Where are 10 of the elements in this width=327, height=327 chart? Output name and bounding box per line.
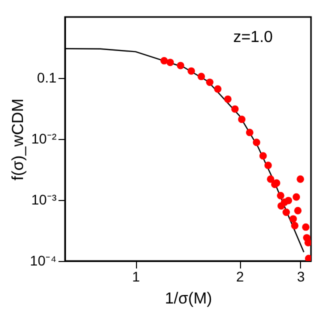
x-axis-title: 1/σ(M): [164, 290, 212, 308]
y-tick-label: 10⁻⁴: [30, 252, 56, 268]
y-tick-label: 10⁻²: [31, 130, 57, 146]
x-tick-label: 3: [296, 268, 305, 284]
y-tick-label: 0.1: [37, 70, 57, 86]
x-tick-label: 1: [132, 268, 140, 284]
x-tick-label: 2: [236, 268, 244, 284]
annotation: z=1.0: [233, 29, 273, 46]
y-tick-label: 10⁻³: [31, 192, 57, 208]
y-axis-title: f(σ)_wCDM: [10, 98, 27, 180]
